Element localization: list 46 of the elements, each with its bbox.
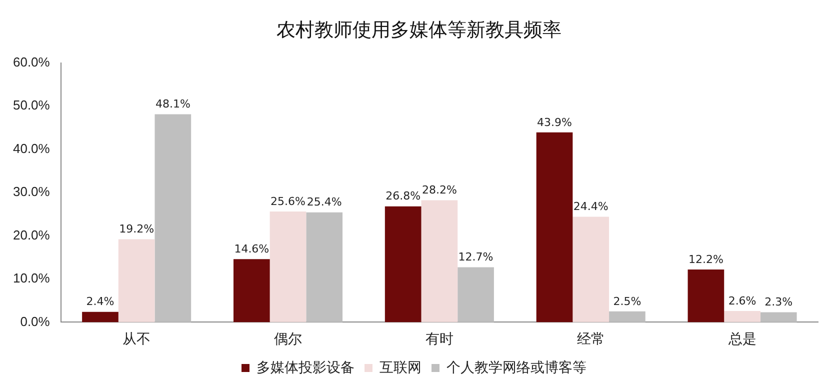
y-tick-label: 60.0% (12, 54, 50, 70)
legend-label: 多媒体投影设备 (256, 358, 354, 375)
y-tick-label: 40.0% (12, 140, 50, 156)
chart-title: 农村教师使用多媒体等新教具频率 (276, 18, 562, 43)
data-label: 25.6% (270, 194, 306, 208)
y-tick-label: 50.0% (12, 98, 50, 113)
bar (421, 200, 458, 322)
data-label: 2.3% (764, 296, 793, 309)
bar (609, 311, 646, 322)
bar (724, 310, 760, 322)
bar (82, 312, 118, 322)
data-label: 24.4% (573, 200, 608, 214)
bar (536, 132, 573, 322)
data-label: 2.6% (728, 294, 756, 308)
data-label: 12.2% (688, 252, 724, 266)
y-tick-label: 20.0% (12, 227, 50, 242)
data-label: 2.4% (86, 295, 114, 308)
bar (760, 312, 797, 322)
bar (233, 259, 270, 322)
data-label: 26.8% (386, 190, 421, 203)
data-label: 25.4% (306, 196, 342, 209)
y-tick-label: 0.0% (20, 314, 50, 329)
x-tick-label: 有时 (425, 330, 454, 346)
data-label: 43.9% (537, 116, 572, 129)
data-label: 28.2% (422, 184, 457, 197)
bar (688, 269, 724, 322)
bar (270, 212, 306, 322)
bar (458, 267, 494, 322)
bar (154, 114, 192, 322)
data-label: 48.1% (155, 98, 190, 111)
data-label: 14.6% (234, 242, 270, 256)
y-tick-label: 30.0% (12, 184, 50, 200)
data-label: 19.2% (119, 222, 154, 236)
x-tick-label: 总是 (727, 330, 756, 346)
x-tick-label: 从不 (122, 330, 151, 346)
bar (306, 212, 343, 322)
bar (572, 216, 610, 322)
y-tick-label: 10.0% (12, 270, 50, 286)
data-label: 12.7% (458, 250, 494, 264)
legend-label: 互联网 (380, 358, 422, 375)
bar (384, 206, 422, 322)
legend-label: 个人教学网络或博客等 (446, 358, 586, 375)
x-tick-label: 经常 (576, 330, 605, 346)
x-tick-label: 偶尔 (274, 330, 302, 346)
data-label: 2.5% (613, 294, 642, 308)
bar (118, 239, 155, 322)
